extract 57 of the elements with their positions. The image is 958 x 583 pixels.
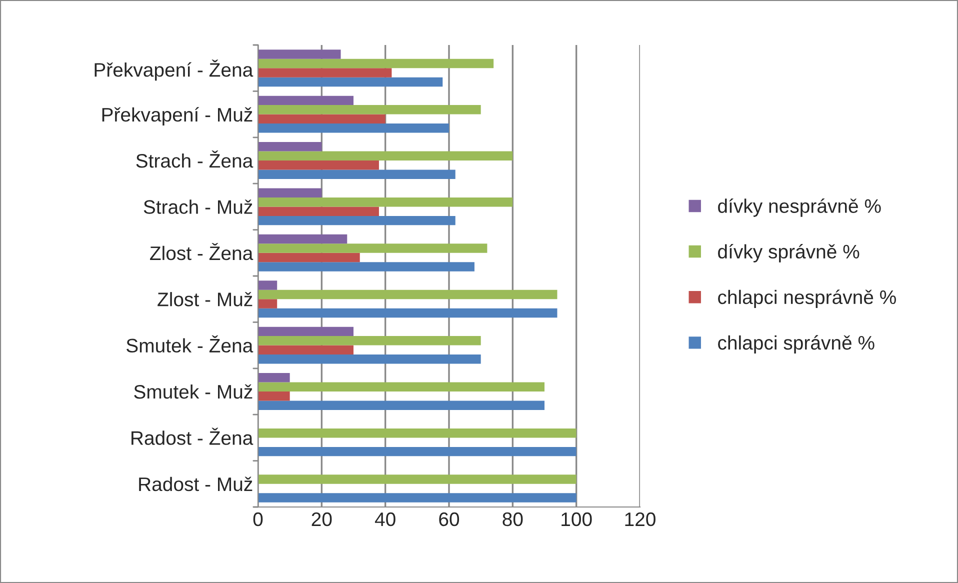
x-tick-label: 80 xyxy=(502,512,523,526)
x-tick-label: 60 xyxy=(439,512,460,526)
legend-label: dívky správně % xyxy=(718,244,860,262)
legend-label: chlapci správně % xyxy=(718,335,874,354)
bar xyxy=(258,142,322,152)
bar xyxy=(258,290,558,300)
bar xyxy=(258,151,513,160)
y-tick-label: Překvapení - Muž xyxy=(102,107,252,126)
legend-label: chlapci nesprávně % xyxy=(718,290,896,308)
y-tick-label: Strach - Žena xyxy=(136,150,254,168)
bar xyxy=(258,336,481,346)
y-tick-label: Radost - Muž xyxy=(139,476,252,492)
bar xyxy=(258,105,481,114)
bar xyxy=(258,493,576,502)
bar xyxy=(258,50,341,59)
y-tick-label: Strach - Muž xyxy=(144,200,252,214)
bar xyxy=(258,382,544,392)
bar xyxy=(258,77,443,87)
y-tick-label: Smutek - Muž xyxy=(134,384,252,399)
bar xyxy=(258,308,558,318)
x-tick-label: 120 xyxy=(625,512,656,526)
bar xyxy=(258,326,354,336)
bar xyxy=(258,252,360,262)
y-tick-label: Překvapení - Žena xyxy=(94,60,254,81)
y-tick-label: Zlost - Žena xyxy=(150,242,254,260)
legend-label: dívky nesprávně % xyxy=(718,198,881,217)
bar xyxy=(258,160,379,170)
bar xyxy=(258,234,348,244)
bar xyxy=(258,114,386,124)
x-tick-label: 40 xyxy=(374,512,396,526)
bar xyxy=(258,354,481,364)
bar xyxy=(258,170,456,179)
y-tick-label: Smutek - Žena xyxy=(126,335,254,353)
bar xyxy=(258,68,392,78)
bar xyxy=(258,373,290,382)
x-tick-label: 20 xyxy=(312,512,332,526)
bar xyxy=(258,299,278,308)
bar xyxy=(258,188,322,198)
bar xyxy=(258,280,278,290)
bar xyxy=(258,474,576,484)
bar xyxy=(258,197,513,207)
bar xyxy=(258,428,576,438)
y-tick-label: Radost - Žena xyxy=(132,428,254,445)
bar xyxy=(258,345,354,355)
bar xyxy=(258,124,449,133)
y-tick-label: Zlost - Muž xyxy=(158,292,252,306)
x-tick-label: 100 xyxy=(562,512,592,526)
bar xyxy=(258,96,354,106)
bar xyxy=(258,58,494,68)
bar xyxy=(258,206,379,216)
bar xyxy=(258,446,576,456)
bar xyxy=(258,392,290,401)
bar xyxy=(258,244,488,253)
bar xyxy=(258,400,544,410)
x-tick-label: 0 xyxy=(253,512,263,526)
bar xyxy=(258,262,474,272)
bar xyxy=(258,216,456,226)
